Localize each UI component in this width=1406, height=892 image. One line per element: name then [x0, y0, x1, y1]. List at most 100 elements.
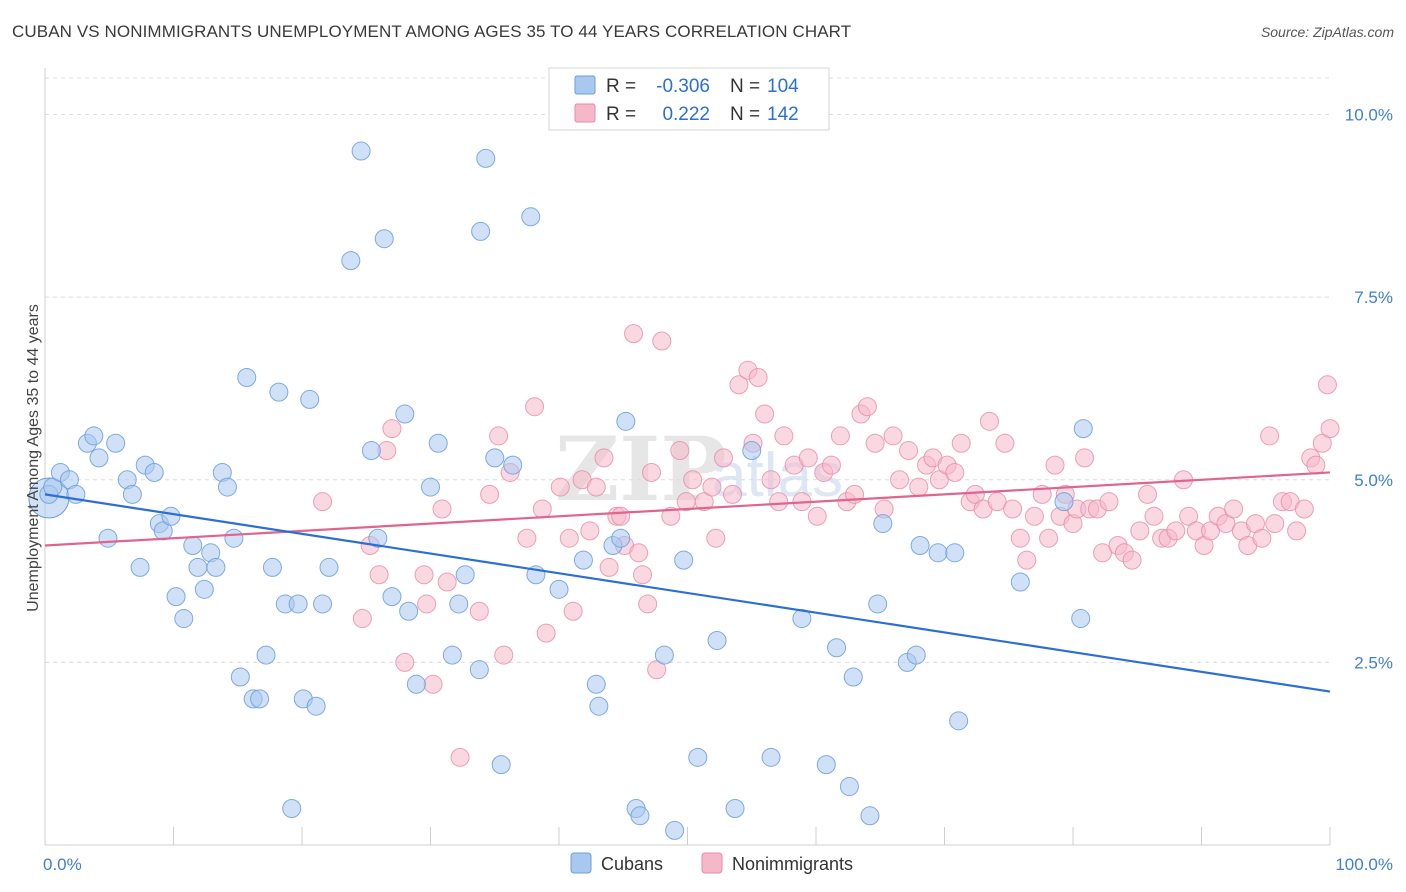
data-point-cubans: [98, 528, 118, 548]
data-point-nonimmigrants: [532, 499, 552, 519]
data-point-cubans: [122, 484, 142, 504]
data-point-cubans: [166, 587, 186, 607]
data-point-nonimmigrants: [830, 426, 850, 446]
bottom-legend-label-cubans: Cubans: [601, 854, 663, 874]
data-point-nonimmigrants: [647, 660, 667, 680]
data-point-nonimmigrants: [313, 492, 333, 512]
data-point-cubans: [589, 696, 609, 716]
data-point-nonimmigrants: [798, 448, 818, 468]
data-point-cubans: [106, 433, 126, 453]
chart-title: CUBAN VS NONIMMIGRANTS UNEMPLOYMENT AMON…: [12, 22, 852, 41]
data-point-nonimmigrants: [755, 404, 775, 424]
data-point-cubans: [906, 645, 926, 665]
data-point-nonimmigrants: [1320, 419, 1340, 439]
data-point-cubans: [442, 645, 462, 665]
data-point-cubans: [742, 441, 762, 461]
data-point-cubans: [1010, 572, 1030, 592]
data-point-nonimmigrants: [624, 324, 644, 344]
data-point-nonimmigrants: [1179, 506, 1199, 526]
data-point-nonimmigrants: [683, 470, 703, 490]
data-point-cubans: [406, 674, 426, 694]
legend-r-label-cubans: R =: [606, 76, 636, 97]
data-point-cubans: [949, 711, 969, 731]
data-point-nonimmigrants: [594, 448, 614, 468]
x-tick-label: 0.0%: [43, 855, 82, 874]
data-point-nonimmigrants: [352, 609, 372, 629]
data-point-cubans: [194, 579, 214, 599]
data-point-nonimmigrants: [1294, 499, 1314, 519]
data-point-cubans: [374, 229, 394, 249]
data-point-nonimmigrants: [382, 419, 402, 439]
data-point-nonimmigrants: [536, 623, 556, 643]
data-point-nonimmigrants: [774, 426, 794, 446]
data-point-nonimmigrants: [414, 565, 434, 585]
data-point-cubans: [707, 630, 727, 650]
data-point-nonimmigrants: [661, 506, 681, 526]
data-point-cubans: [688, 747, 708, 767]
trend-lines: [44, 471, 1331, 693]
data-point-nonimmigrants: [423, 674, 443, 694]
y-tick-label: 2.5%: [1354, 653, 1393, 672]
data-point-cubans: [868, 594, 888, 614]
y-tick-label: 10.0%: [1345, 106, 1393, 125]
data-point-nonimmigrants: [945, 462, 965, 482]
legend-r-label-nonimmigrants: R =: [606, 104, 636, 125]
data-point-nonimmigrants: [1003, 499, 1023, 519]
data-point-cubans: [827, 638, 847, 658]
data-point-nonimmigrants: [563, 601, 583, 621]
data-point-cubans: [130, 557, 150, 577]
data-point-cubans: [521, 207, 541, 227]
data-point-nonimmigrants: [1216, 514, 1236, 534]
data-point-nonimmigrants: [1144, 506, 1164, 526]
data-point-nonimmigrants: [979, 411, 999, 431]
data-point-nonimmigrants: [702, 477, 722, 497]
data-point-nonimmigrants: [987, 492, 1007, 512]
data-point-nonimmigrants: [437, 572, 457, 592]
data-point-cubans: [761, 747, 781, 767]
data-point-nonimmigrants: [857, 397, 877, 417]
data-point-nonimmigrants: [469, 601, 489, 621]
data-point-cubans: [230, 667, 250, 687]
data-point-cubans: [395, 404, 415, 424]
data-point-cubans: [161, 506, 181, 526]
data-point-cubans: [288, 594, 308, 614]
data-point-cubans: [269, 382, 289, 402]
data-point-nonimmigrants: [638, 594, 658, 614]
data-point-nonimmigrants: [517, 528, 537, 548]
legend-r-value-nonimmigrants: 0.222: [662, 104, 710, 125]
data-point-nonimmigrants: [670, 441, 690, 461]
data-point-nonimmigrants: [1039, 528, 1059, 548]
data-point-nonimmigrants: [559, 528, 579, 548]
data-point-cubans: [382, 587, 402, 607]
data-point-cubans: [469, 660, 489, 680]
data-point-cubans: [153, 521, 173, 541]
data-point-cubans: [1071, 609, 1091, 629]
source-label: Source: ZipAtlas.com: [1260, 24, 1394, 40]
data-point-nonimmigrants: [748, 367, 768, 387]
data-point-cubans: [725, 798, 745, 818]
data-point-nonimmigrants: [652, 331, 672, 351]
data-point-nonimmigrants: [769, 492, 789, 512]
bottom-legend-label-nonimmigrants: Nonimmigrants: [732, 854, 853, 874]
data-point-nonimmigrants: [1166, 521, 1186, 541]
legend-r-value-cubans: -0.306: [656, 76, 710, 97]
data-point-nonimmigrants: [480, 484, 500, 504]
data-point-nonimmigrants: [629, 543, 649, 563]
data-point-nonimmigrants: [883, 426, 903, 446]
data-point-cubans: [860, 806, 880, 826]
data-point-nonimmigrants: [929, 470, 949, 490]
data-point-cubans: [665, 820, 685, 840]
data-point-nonimmigrants: [642, 462, 662, 482]
data-point-nonimmigrants: [890, 470, 910, 490]
data-point-nonimmigrants: [1138, 484, 1158, 504]
data-point-nonimmigrants: [1010, 528, 1030, 548]
data-point-nonimmigrants: [909, 477, 929, 497]
data-point-cubans: [256, 645, 276, 665]
data-point-nonimmigrants: [1045, 455, 1065, 475]
data-point-nonimmigrants: [1317, 375, 1337, 395]
data-point-cubans: [449, 594, 469, 614]
data-point-nonimmigrants: [1200, 521, 1220, 541]
data-point-nonimmigrants: [965, 484, 985, 504]
data-point-cubans: [549, 579, 569, 599]
